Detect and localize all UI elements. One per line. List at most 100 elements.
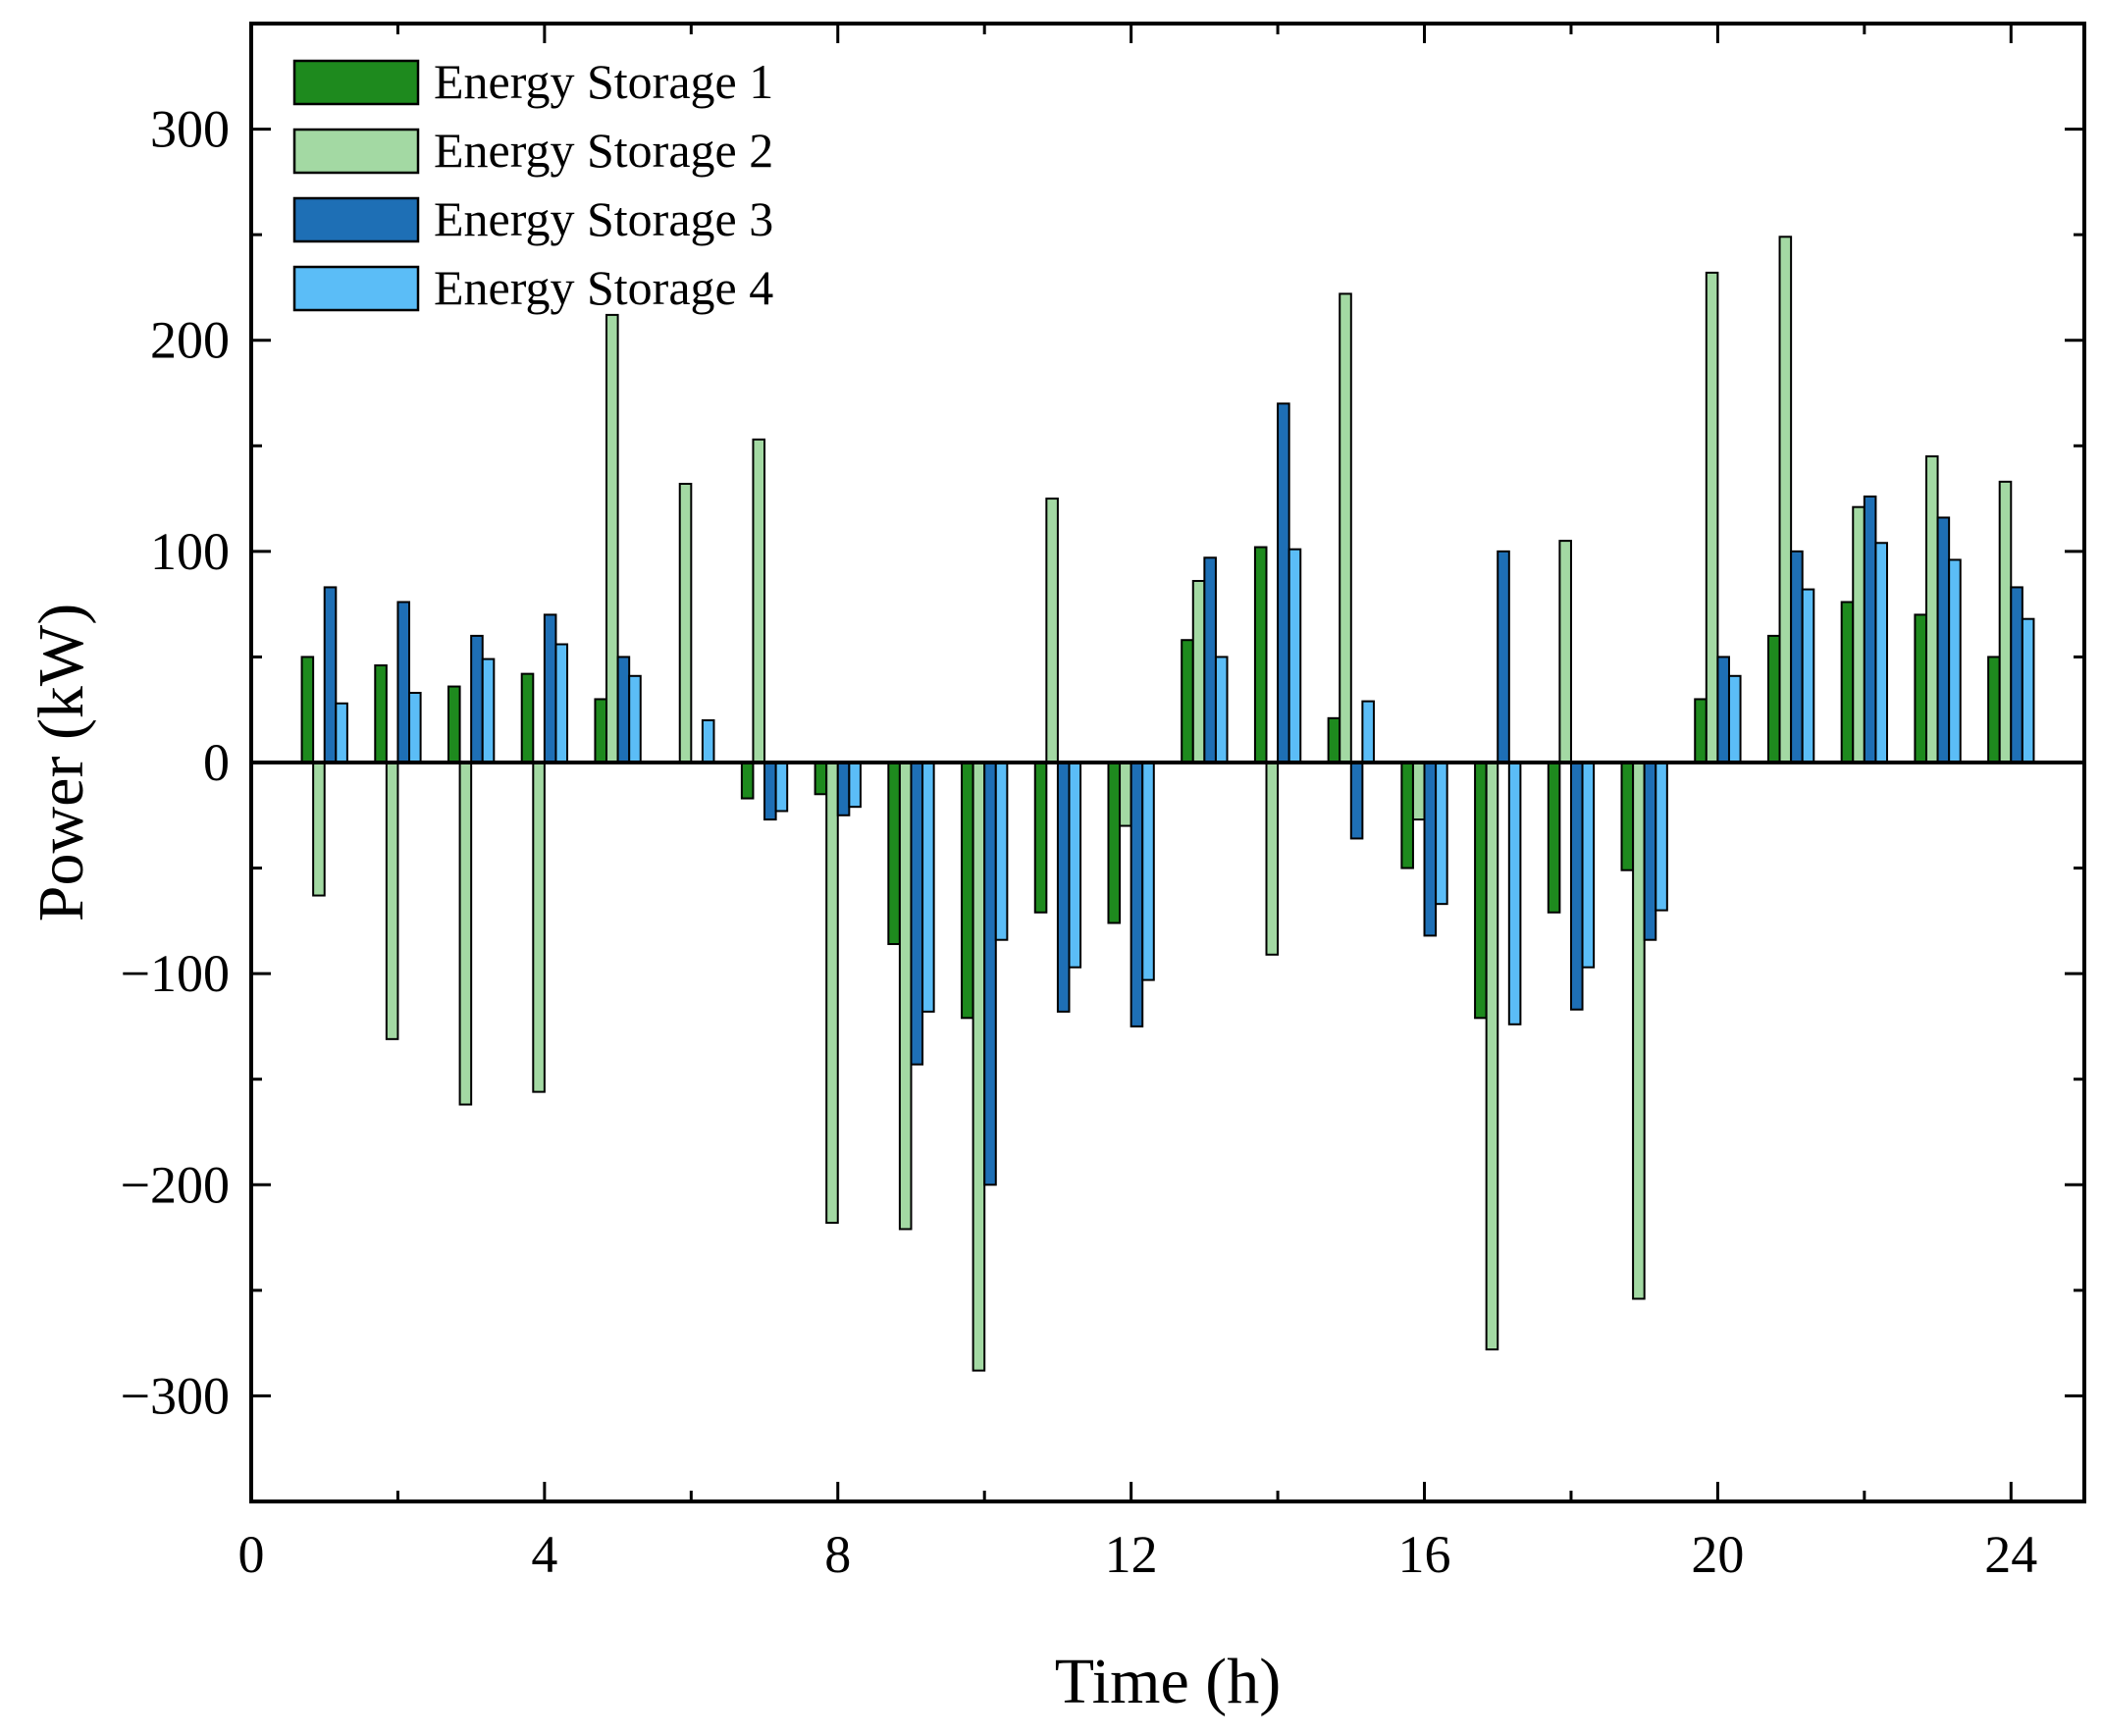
bar-series1-hour18: [1547, 762, 1561, 914]
bar-series4-hour21: [1801, 588, 1815, 764]
bar-series2-hour19: [1632, 762, 1646, 1300]
bar-series3-hour9: [910, 762, 924, 1066]
y-tick-label--200: −200: [121, 1155, 230, 1214]
bar-series3-hour19: [1643, 762, 1657, 941]
bar-series4-hour10: [994, 762, 1009, 941]
y-tick-label-200: 200: [150, 311, 230, 370]
bar-series4-hour17: [1507, 762, 1522, 1026]
bar-series2-hour11: [1045, 498, 1059, 763]
bar-series2-hour9: [898, 762, 913, 1231]
bar-series2-hour20: [1705, 271, 1719, 763]
bar-series1-hour21: [1766, 634, 1781, 763]
bar-series3-hour3: [470, 634, 484, 763]
x-tick-label-0: 0: [238, 1525, 265, 1584]
legend-label-3: Energy Storage 3: [434, 191, 773, 246]
bar-series3-hour4: [543, 613, 557, 764]
legend-label-4: Energy Storage 4: [434, 260, 773, 315]
x-tick-label-8: 8: [824, 1525, 851, 1584]
bar-series1-hour19: [1620, 762, 1635, 871]
bar-series1-hour14: [1253, 546, 1268, 763]
bar-series3-hour14: [1277, 402, 1290, 763]
bar-series1-hour17: [1474, 762, 1488, 1020]
bar-series2-hour12: [1119, 762, 1132, 827]
bar-series3-hour13: [1203, 556, 1217, 763]
bar-series4-hour16: [1435, 762, 1448, 906]
bar-series1-hour23: [1914, 613, 1927, 764]
bar-series4-hour7: [774, 762, 789, 813]
bar-series2-hour5: [605, 313, 619, 763]
bar-series1-hour20: [1694, 698, 1708, 764]
x-tick-label-16: 16: [1398, 1525, 1451, 1584]
legend-swatch-1: [292, 59, 420, 106]
bar-series4-hour14: [1287, 548, 1302, 764]
legend-swatch-4: [292, 265, 420, 312]
bar-series4-hour1: [335, 702, 348, 764]
bar-series1-hour3: [447, 685, 461, 763]
bar-series2-hour3: [458, 762, 473, 1106]
bar-series3-hour2: [396, 601, 411, 763]
bar-series1-hour15: [1327, 716, 1341, 764]
bar-series4-hour9: [921, 762, 935, 1013]
bar-series2-hour6: [678, 483, 693, 763]
legend: Energy Storage 1 Energy Storage 2 Energy S…: [292, 54, 773, 315]
bar-series3-hour24: [2010, 586, 2023, 763]
y-tick-label--300: −300: [121, 1366, 230, 1425]
bar-series2-hour15: [1339, 292, 1352, 763]
bar-series1-hour16: [1400, 762, 1414, 869]
bar-series2-hour22: [1852, 505, 1866, 763]
bar-series2-hour18: [1558, 540, 1572, 763]
legend-swatch-3: [292, 196, 420, 243]
bar-series2-hour10: [972, 762, 986, 1372]
bar-series4-hour13: [1214, 656, 1229, 763]
bar-series1-hour8: [814, 762, 828, 796]
bar-series4-hour15: [1361, 700, 1375, 763]
bar-series1-hour7: [740, 762, 755, 800]
bar-series3-hour7: [763, 762, 777, 821]
x-tick-label-20: 20: [1691, 1525, 1744, 1584]
bar-series2-hour17: [1485, 762, 1499, 1351]
bar-series4-hour11: [1068, 762, 1082, 969]
bar-series3-hour21: [1790, 550, 1804, 763]
bar-series1-hour24: [1987, 656, 2001, 763]
bar-series2-hour1: [312, 762, 326, 897]
bar-series2-hour4: [532, 762, 546, 1093]
legend-label-2: Energy Storage 2: [434, 123, 773, 178]
bar-series4-hour19: [1655, 762, 1668, 912]
bar-series2-hour24: [1998, 480, 2013, 763]
y-tick-label-100: 100: [150, 522, 230, 581]
bar-series2-hour23: [1924, 455, 1939, 763]
bar-series3-hour17: [1497, 550, 1510, 763]
legend-swatch-2: [292, 128, 420, 175]
bar-series2-hour13: [1191, 579, 1206, 763]
bar-series3-hour11: [1056, 762, 1071, 1013]
bar-series2-hour14: [1265, 762, 1280, 956]
bar-series1-hour12: [1107, 762, 1122, 924]
bar-series4-hour3: [481, 658, 496, 764]
bar-series1-hour13: [1181, 639, 1194, 763]
ticks-layer: [249, 22, 2084, 1503]
bar-series2-hour16: [1411, 762, 1426, 821]
bar-series3-hour1: [323, 586, 338, 763]
bar-series4-hour5: [628, 674, 642, 763]
bar-series1-hour5: [594, 698, 608, 764]
y-tick-label-0: 0: [203, 733, 230, 792]
bar-series2-hour21: [1778, 236, 1793, 764]
bar-series3-hour16: [1423, 762, 1438, 937]
y-axis-title: Power (kW): [26, 604, 97, 921]
bar-series3-hour12: [1130, 762, 1144, 1027]
tick-labels-layer: 0 4 8 12 16 20 24 −300 −200 −100 0 100 200 300: [121, 100, 2038, 1584]
bar-series3-hour23: [1936, 516, 1951, 763]
bar-series2-hour8: [825, 762, 839, 1225]
bar-series3-hour15: [1349, 762, 1364, 840]
x-tick-label-4: 4: [531, 1525, 557, 1584]
bar-series3-hour22: [1863, 495, 1877, 763]
x-tick-label-12: 12: [1105, 1525, 1158, 1584]
bar-series1-hour9: [887, 762, 901, 946]
bar-series4-hour6: [701, 718, 715, 763]
bar-series1-hour2: [374, 664, 388, 764]
bar-series4-hour24: [2021, 617, 2035, 764]
bar-series3-hour5: [616, 656, 631, 763]
y-tick-label--100: −100: [121, 944, 230, 1003]
bar-series1-hour4: [520, 672, 535, 764]
bar-series1-hour22: [1840, 601, 1855, 763]
